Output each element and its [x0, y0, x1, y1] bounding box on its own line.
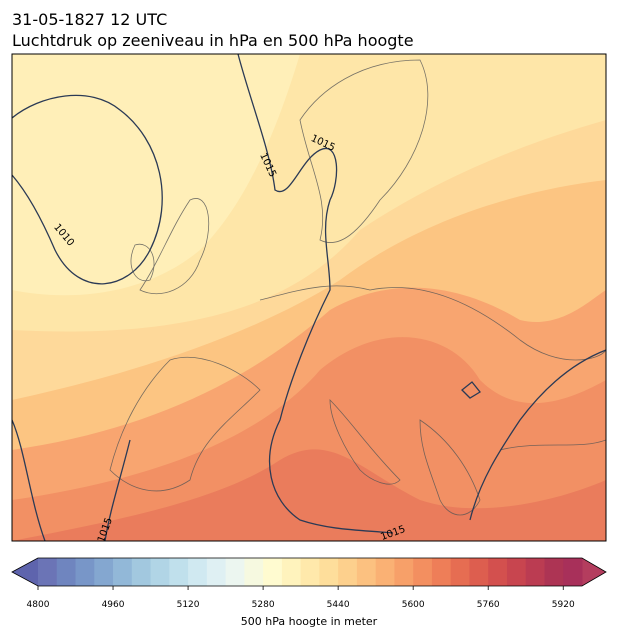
- colorbar-cell: [450, 558, 470, 586]
- colorbar-cell: [225, 558, 245, 586]
- colorbar-cell: [150, 558, 170, 586]
- colorbar-tick-label: 5600: [402, 600, 425, 610]
- colorbar-cell: [375, 558, 395, 586]
- title: 31-05-1827 12 UTC: [12, 10, 167, 29]
- colorbar: 4800 4960 5120 5280 5440 5600 5760 5920: [11, 557, 607, 610]
- colorbar-cell: [488, 558, 508, 586]
- fill-band: [12, 54, 300, 296]
- colorbar-over: [582, 558, 606, 586]
- colorbar-tick-label: 5920: [552, 600, 575, 610]
- colorbar-cell: [300, 558, 320, 586]
- colorbar-cell: [131, 558, 152, 586]
- colorbar-frame: [11, 557, 607, 587]
- colorbar-label: 500 hPa hoogte in meter: [241, 615, 378, 628]
- colorbar-tick-label: 5440: [327, 600, 350, 610]
- colorbar-tick-label: 5280: [252, 600, 275, 610]
- colorbar-cell: [431, 558, 452, 586]
- colorbar-tick-label: 5760: [477, 600, 500, 610]
- colorbar-cell: [413, 558, 433, 586]
- colorbar-tick-label: 4960: [102, 600, 125, 610]
- fill-band: [12, 449, 606, 541]
- colorbar-cell: [544, 558, 564, 586]
- colorbar-cell: [244, 558, 264, 586]
- colorbar-cell: [113, 558, 133, 586]
- map-frame: [11, 53, 607, 542]
- colorbar-cell: [75, 558, 95, 586]
- isobars: [12, 54, 606, 541]
- colorbar-cell: [506, 558, 527, 586]
- subtitle: Luchtdruk op zeeniveau in hPa en 500 hPa…: [12, 31, 414, 50]
- colorbar-cell: [188, 558, 208, 586]
- fill-band: [12, 337, 606, 541]
- colorbar-cell: [563, 558, 583, 586]
- colorbar-cell: [319, 558, 339, 586]
- colorbar-cell: [94, 558, 114, 586]
- colorbar-cell: [356, 558, 377, 586]
- colorbar-cell: [525, 558, 545, 586]
- colorbar-cell: [206, 558, 227, 586]
- colorbar-cell: [338, 558, 358, 586]
- colorbar-cell: [38, 558, 58, 586]
- colorbar-tick-label: 4800: [27, 600, 50, 610]
- colorbar-cell: [394, 558, 414, 586]
- coastlines: [109, 59, 606, 516]
- colorbar-cell: [56, 558, 77, 586]
- colorbar-tick-label: 5120: [177, 600, 200, 610]
- colorbar-cell: [169, 558, 189, 586]
- colorbar-cell: [469, 558, 489, 586]
- colorbar-cell: [263, 558, 283, 586]
- colorbar-under: [12, 558, 38, 586]
- colorbar-cell: [281, 558, 302, 586]
